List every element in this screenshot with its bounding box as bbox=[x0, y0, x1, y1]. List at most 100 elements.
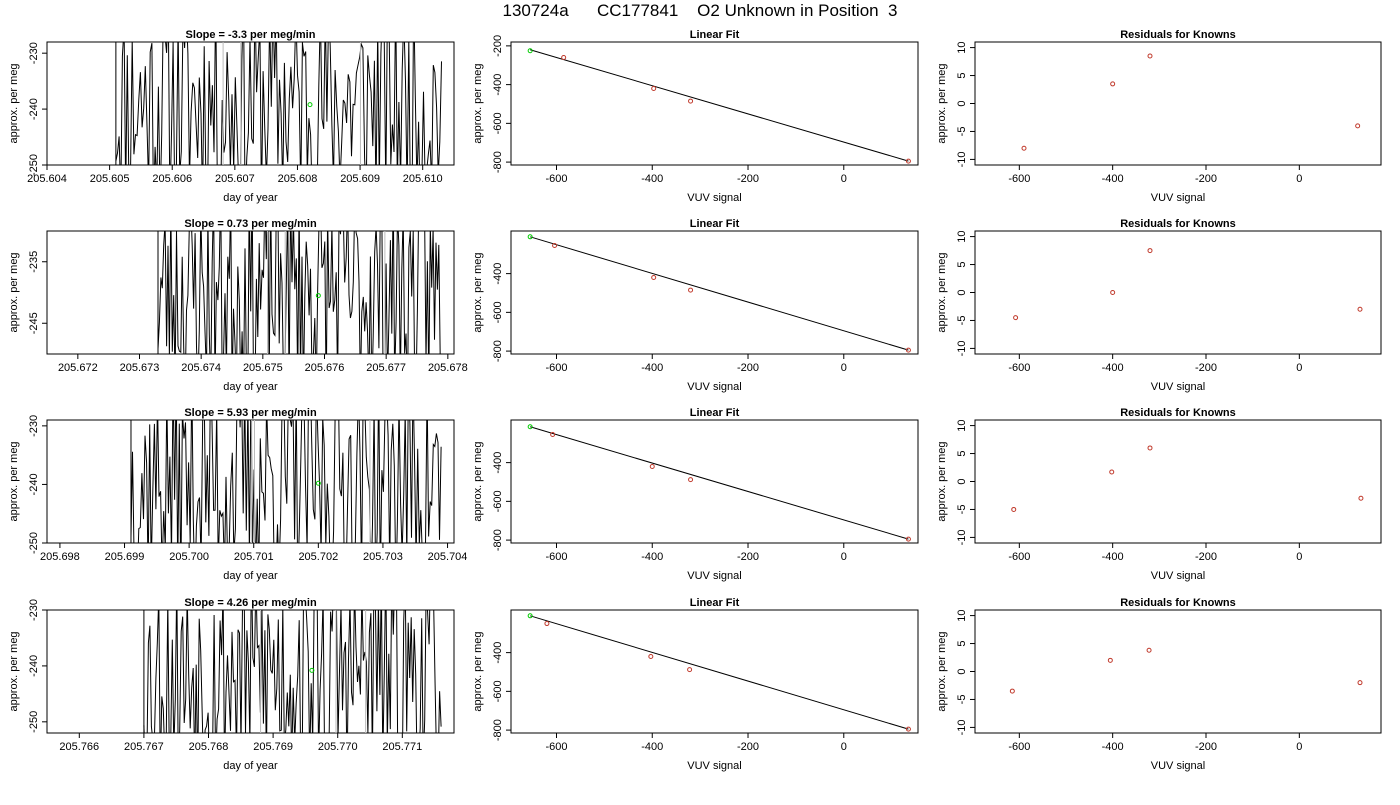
y-tick-label: -800 bbox=[492, 529, 504, 551]
known-point bbox=[905, 726, 911, 732]
y-axis-label: approx. per meg bbox=[936, 252, 948, 332]
residual-point bbox=[1358, 495, 1364, 501]
plot-title: Linear Fit bbox=[690, 218, 740, 230]
plot-frame bbox=[46, 609, 455, 734]
plot-frame bbox=[510, 230, 919, 355]
fit-line bbox=[530, 426, 909, 540]
y-tick-label: -245 bbox=[28, 312, 40, 334]
plot-title: Linear Fit bbox=[690, 29, 740, 41]
x-tick-label: 205.607 bbox=[215, 173, 255, 185]
x-tick-label: 0 bbox=[1296, 741, 1302, 753]
y-tick-label: 10 bbox=[956, 419, 968, 431]
x-tick-label: 205.771 bbox=[382, 741, 422, 753]
y-axis-label: approx. per meg bbox=[936, 631, 948, 711]
y-tick-label: -400 bbox=[492, 263, 504, 285]
residual-point bbox=[1021, 145, 1027, 151]
y-axis-label: approx. per meg bbox=[936, 441, 948, 521]
page-title: 130724a CC177841 O2 Unknown in Position … bbox=[502, 1, 898, 20]
x-tick-label: -400 bbox=[1102, 362, 1124, 374]
plot-frame bbox=[46, 230, 455, 355]
x-tick-label: 205.701 bbox=[234, 551, 274, 563]
x-axis-label: day of year bbox=[223, 192, 278, 204]
y-axis-label: approx. per meg bbox=[8, 252, 20, 332]
y-tick-label: -240 bbox=[28, 655, 40, 677]
known-point bbox=[905, 158, 911, 164]
y-tick-label: -230 bbox=[28, 599, 40, 621]
fit-line bbox=[530, 615, 909, 730]
x-axis-label: VUV signal bbox=[1151, 760, 1205, 772]
x-tick-label: 205.703 bbox=[363, 551, 403, 563]
unknown-marker bbox=[307, 102, 313, 108]
x-axis-label: VUV signal bbox=[687, 192, 741, 204]
y-tick-label: -10 bbox=[956, 719, 968, 735]
x-axis-label: day of year bbox=[223, 760, 278, 772]
x-axis-label: VUV signal bbox=[687, 381, 741, 393]
residual-point bbox=[1110, 81, 1116, 87]
x-tick-label: -200 bbox=[737, 551, 759, 563]
plot-title: Slope = 0.73 per meg/min bbox=[184, 218, 317, 230]
x-tick-label: 205.608 bbox=[278, 173, 318, 185]
y-tick-label: -800 bbox=[492, 340, 504, 362]
plot-title: Residuals for Knowns bbox=[1120, 29, 1236, 41]
x-tick-label: 205.609 bbox=[340, 173, 380, 185]
residual-point bbox=[1011, 506, 1017, 512]
y-tick-label: -800 bbox=[492, 719, 504, 741]
x-tick-label: -400 bbox=[641, 173, 663, 185]
x-tick-label: -200 bbox=[1195, 551, 1217, 563]
x-tick-label: 205.604 bbox=[27, 173, 67, 185]
x-tick-label: -200 bbox=[737, 173, 759, 185]
x-tick-label: 0 bbox=[841, 551, 847, 563]
x-tick-label: -200 bbox=[1195, 173, 1217, 185]
y-tick-label: 5 bbox=[956, 72, 968, 78]
y-tick-label: -5 bbox=[956, 505, 968, 515]
x-tick-label: 205.766 bbox=[59, 741, 99, 753]
residual-point bbox=[1357, 306, 1363, 312]
plot-frame bbox=[510, 609, 919, 734]
y-tick-label: 0 bbox=[956, 668, 968, 674]
y-tick-label: -10 bbox=[956, 151, 968, 167]
y-tick-label: -5 bbox=[956, 316, 968, 326]
y-tick-label: -600 bbox=[492, 680, 504, 702]
y-tick-label: -600 bbox=[492, 490, 504, 512]
known-point bbox=[651, 274, 657, 280]
y-tick-label: -5 bbox=[956, 127, 968, 137]
x-tick-label: 205.677 bbox=[366, 362, 406, 374]
y-tick-label: -400 bbox=[492, 452, 504, 474]
x-tick-label: 205.605 bbox=[90, 173, 130, 185]
y-tick-label: -400 bbox=[492, 74, 504, 96]
x-tick-label: 205.768 bbox=[189, 741, 229, 753]
x-axis-label: VUV signal bbox=[1151, 192, 1205, 204]
known-point bbox=[688, 98, 694, 104]
residual-point bbox=[1357, 680, 1363, 686]
x-tick-label: -600 bbox=[1008, 551, 1030, 563]
y-tick-label: -250 bbox=[28, 711, 40, 733]
plot-title: Residuals for Knowns bbox=[1120, 407, 1236, 419]
x-tick-label: 205.698 bbox=[40, 551, 80, 563]
plot-frame bbox=[974, 609, 1382, 734]
known-point bbox=[688, 287, 694, 293]
plot-frame bbox=[974, 230, 1382, 355]
y-tick-label: -250 bbox=[28, 154, 40, 176]
known-point bbox=[905, 347, 911, 353]
y-tick-label: -600 bbox=[492, 301, 504, 323]
x-tick-label: 205.769 bbox=[253, 741, 293, 753]
known-point bbox=[905, 536, 911, 542]
y-tick-label: -240 bbox=[28, 473, 40, 495]
x-tick-label: 0 bbox=[1296, 173, 1302, 185]
plot-title: Slope = 5.93 per meg/min bbox=[184, 407, 317, 419]
fit-line bbox=[530, 236, 909, 351]
x-axis-label: VUV signal bbox=[1151, 570, 1205, 582]
x-axis-label: day of year bbox=[223, 570, 278, 582]
plot-frame bbox=[974, 41, 1382, 166]
plot-title: Residuals for Knowns bbox=[1120, 218, 1236, 230]
known-point bbox=[688, 477, 694, 483]
plot-frame bbox=[510, 419, 919, 544]
y-tick-label: 5 bbox=[956, 640, 968, 646]
y-axis-label: approx. per meg bbox=[936, 63, 948, 143]
y-tick-label: -250 bbox=[28, 532, 40, 554]
unknown-point bbox=[527, 234, 533, 240]
x-tick-label: 205.767 bbox=[124, 741, 164, 753]
unknown-marker bbox=[315, 480, 321, 486]
